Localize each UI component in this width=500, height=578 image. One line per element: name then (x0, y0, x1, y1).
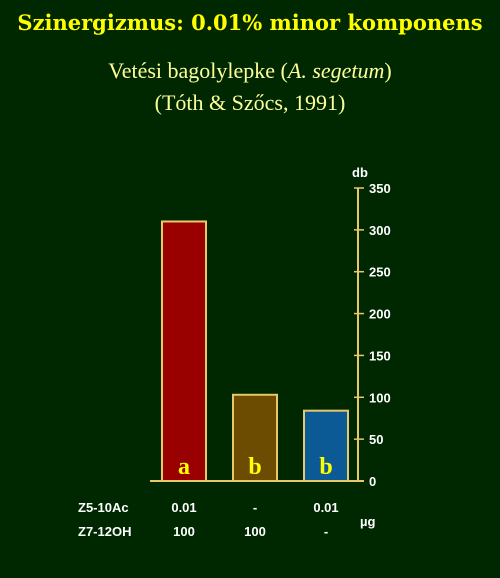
bar-significance-letter: b (319, 454, 332, 480)
dose-unit-label: µg (360, 514, 375, 529)
y-tick-label: 0 (369, 474, 376, 489)
treatment-dose-value: 0.01 (313, 500, 338, 515)
bar-significance-letter: a (178, 454, 190, 480)
treatment-row-label: Z7-12OH (78, 524, 131, 539)
y-tick-label: 50 (369, 432, 383, 447)
slide-title: Szinergizmus: 0.01% minor komponens (17, 10, 483, 35)
slide-subtitle: Vetési bagolylepke (A. segetum) (0, 58, 500, 84)
bar-significance-letter: b (248, 454, 261, 480)
treatment-dose-value: 100 (173, 524, 195, 539)
bar (161, 220, 207, 482)
bar (303, 409, 349, 482)
y-tick-label: 300 (369, 223, 391, 238)
treatment-dose-value: 100 (244, 524, 266, 539)
y-tick-label: 100 (369, 390, 391, 405)
treatment-table-group: Z5-10Ac 0.01 - 0.01 Z7-12OH 100 100 - µg (78, 500, 375, 539)
subtitle-suffix: ) (384, 58, 392, 83)
y-tick-label: 150 (369, 348, 391, 363)
species-name: A. segetum (287, 58, 385, 83)
y-tick-label: 250 (369, 265, 391, 280)
citation: (Tóth & Szőcs, 1991) (154, 90, 346, 115)
treatment-dose-value: - (253, 500, 257, 515)
y-axis-label: db (352, 165, 368, 180)
treatment-row-label: Z5-10Ac (78, 500, 129, 515)
y-tick-label: 350 (369, 181, 391, 196)
treatment-dose-value: - (324, 524, 328, 539)
y-tick-label: 200 (369, 307, 391, 322)
subtitle-prefix: Vetési bagolylepke ( (108, 58, 288, 83)
treatment-dose-value: 0.01 (171, 500, 196, 515)
